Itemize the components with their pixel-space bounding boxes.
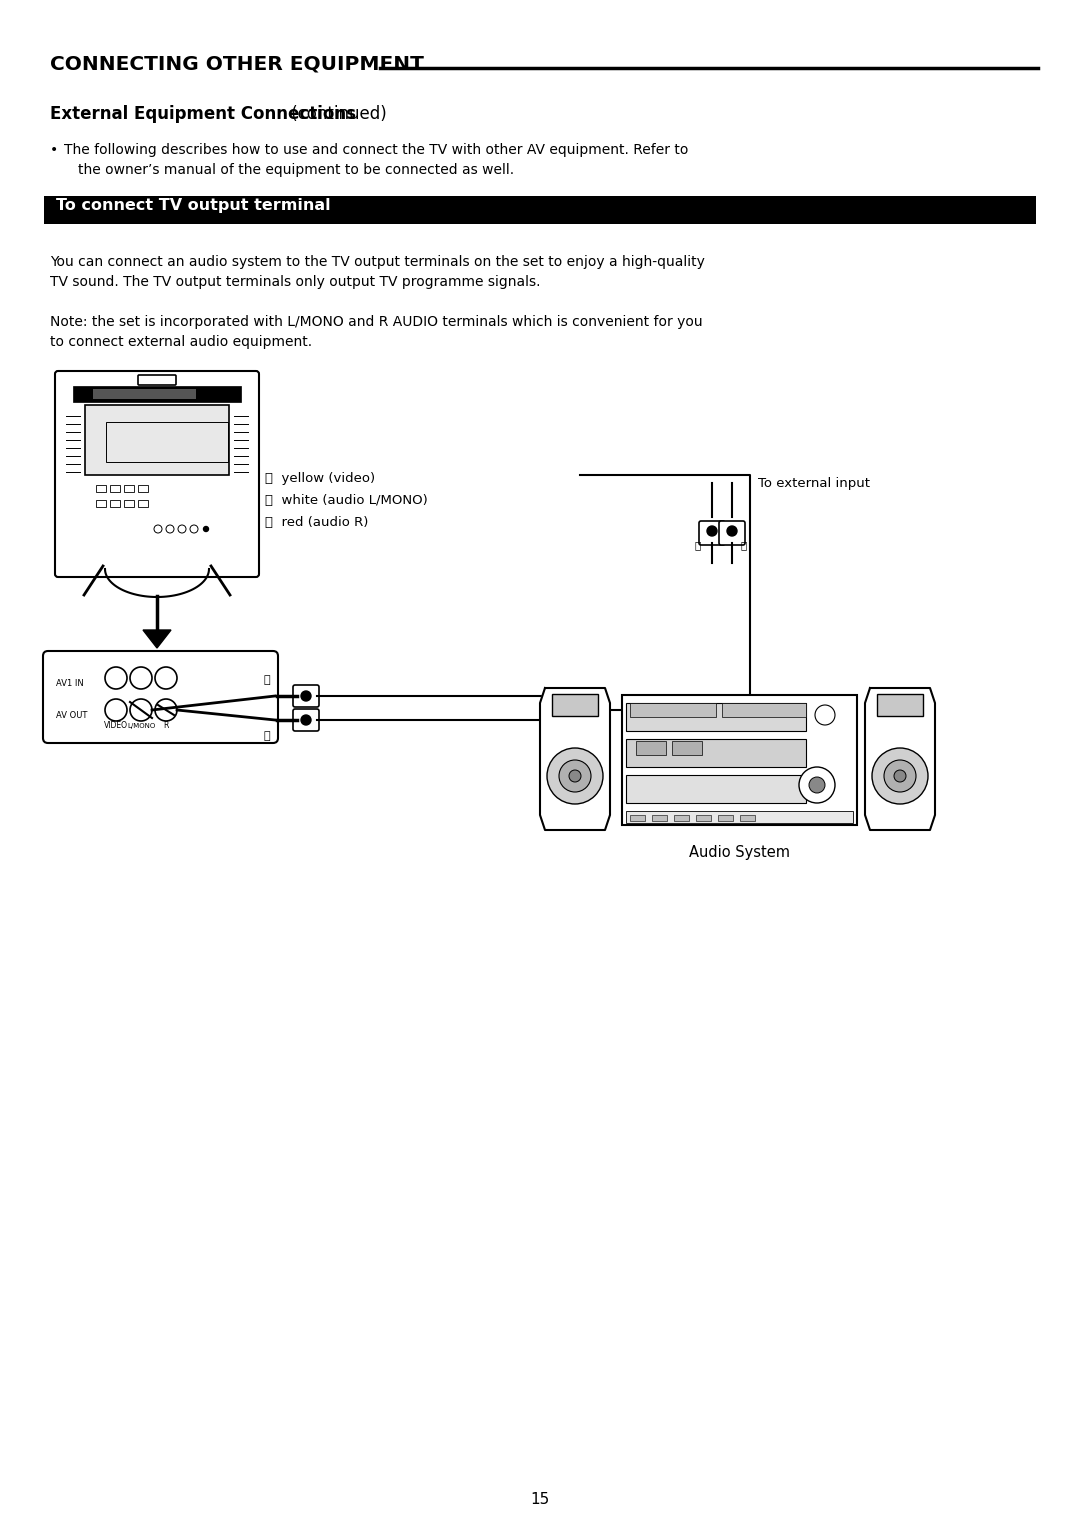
Text: To external input: To external input — [758, 476, 870, 490]
Circle shape — [166, 525, 174, 533]
Bar — [124, 486, 134, 492]
Circle shape — [130, 667, 152, 689]
FancyBboxPatch shape — [699, 521, 725, 545]
Text: ⓡ  red (audio R): ⓡ red (audio R) — [265, 516, 368, 528]
Circle shape — [203, 527, 208, 531]
Bar — [93, 389, 195, 399]
Text: ⓡ: ⓡ — [741, 541, 747, 550]
Text: VIDEO: VIDEO — [104, 721, 129, 730]
Text: •: • — [50, 144, 58, 157]
Text: Note: the set is incorporated with L/MONO and R AUDIO terminals which is conveni: Note: the set is incorporated with L/MON… — [50, 315, 703, 328]
Circle shape — [190, 525, 198, 533]
Text: AV1 IN: AV1 IN — [56, 678, 84, 687]
Circle shape — [105, 667, 127, 689]
Bar — [723, 702, 806, 718]
Text: To connect TV output terminal: To connect TV output terminal — [56, 199, 330, 212]
Circle shape — [569, 770, 581, 782]
FancyBboxPatch shape — [43, 651, 278, 744]
Polygon shape — [143, 631, 171, 647]
Bar — [110, 499, 120, 507]
Bar — [740, 815, 755, 822]
Bar — [96, 499, 106, 507]
Circle shape — [727, 525, 737, 536]
Text: the owner’s manual of the equipment to be connected as well.: the owner’s manual of the equipment to b… — [78, 163, 514, 177]
Circle shape — [559, 760, 591, 793]
Bar — [552, 693, 598, 716]
Bar — [636, 741, 666, 754]
Text: TV sound. The TV output terminals only output TV programme signals.: TV sound. The TV output terminals only o… — [50, 275, 540, 289]
Circle shape — [872, 748, 928, 805]
Circle shape — [105, 699, 127, 721]
Text: ⓦ  white (audio L/MONO): ⓦ white (audio L/MONO) — [265, 495, 428, 507]
Bar — [718, 815, 733, 822]
Bar — [44, 195, 1036, 224]
Bar — [877, 693, 923, 716]
Bar — [106, 421, 228, 463]
Bar — [626, 739, 806, 767]
Bar — [674, 815, 689, 822]
Text: ⓦ: ⓦ — [264, 675, 270, 686]
Bar — [672, 741, 702, 754]
Bar — [622, 695, 858, 825]
Bar — [626, 776, 806, 803]
Circle shape — [815, 705, 835, 725]
Bar — [138, 486, 148, 492]
Circle shape — [156, 699, 177, 721]
Bar — [124, 499, 134, 507]
Circle shape — [301, 715, 311, 725]
Text: Audio System: Audio System — [689, 844, 789, 860]
Text: External Equipment Connections: External Equipment Connections — [50, 105, 356, 124]
Text: 15: 15 — [530, 1492, 550, 1507]
FancyBboxPatch shape — [293, 686, 319, 707]
Polygon shape — [865, 689, 935, 831]
Text: ⓦ: ⓦ — [694, 541, 701, 550]
Bar — [73, 386, 241, 402]
Circle shape — [707, 525, 717, 536]
Text: You can connect an audio system to the TV output terminals on the set to enjoy a: You can connect an audio system to the T… — [50, 255, 705, 269]
Polygon shape — [540, 689, 610, 831]
Circle shape — [156, 667, 177, 689]
Circle shape — [799, 767, 835, 803]
FancyBboxPatch shape — [55, 371, 259, 577]
FancyBboxPatch shape — [85, 405, 229, 475]
Circle shape — [130, 699, 152, 721]
Bar — [96, 486, 106, 492]
Text: CONNECTING OTHER EQUIPMENT: CONNECTING OTHER EQUIPMENT — [50, 55, 423, 73]
FancyBboxPatch shape — [719, 521, 745, 545]
Circle shape — [301, 692, 311, 701]
Text: L/MONO: L/MONO — [126, 722, 156, 728]
Circle shape — [894, 770, 906, 782]
Text: to connect external audio equipment.: to connect external audio equipment. — [50, 334, 312, 350]
Text: (continued): (continued) — [286, 105, 387, 124]
Text: AV OUT: AV OUT — [56, 710, 87, 719]
Circle shape — [885, 760, 916, 793]
Bar — [630, 815, 645, 822]
Bar — [626, 811, 853, 823]
Bar — [138, 499, 148, 507]
Circle shape — [178, 525, 186, 533]
Text: ⓨ  yellow (video): ⓨ yellow (video) — [265, 472, 375, 486]
Text: ⓡ: ⓡ — [264, 731, 270, 741]
Bar — [626, 702, 806, 731]
Bar — [652, 815, 667, 822]
FancyBboxPatch shape — [138, 376, 176, 385]
Circle shape — [154, 525, 162, 533]
Bar — [630, 702, 716, 718]
Circle shape — [809, 777, 825, 793]
Bar — [696, 815, 711, 822]
Circle shape — [546, 748, 603, 805]
Bar — [110, 486, 120, 492]
Text: The following describes how to use and connect the TV with other AV equipment. R: The following describes how to use and c… — [64, 144, 688, 157]
Text: R: R — [163, 721, 168, 730]
FancyBboxPatch shape — [293, 709, 319, 731]
